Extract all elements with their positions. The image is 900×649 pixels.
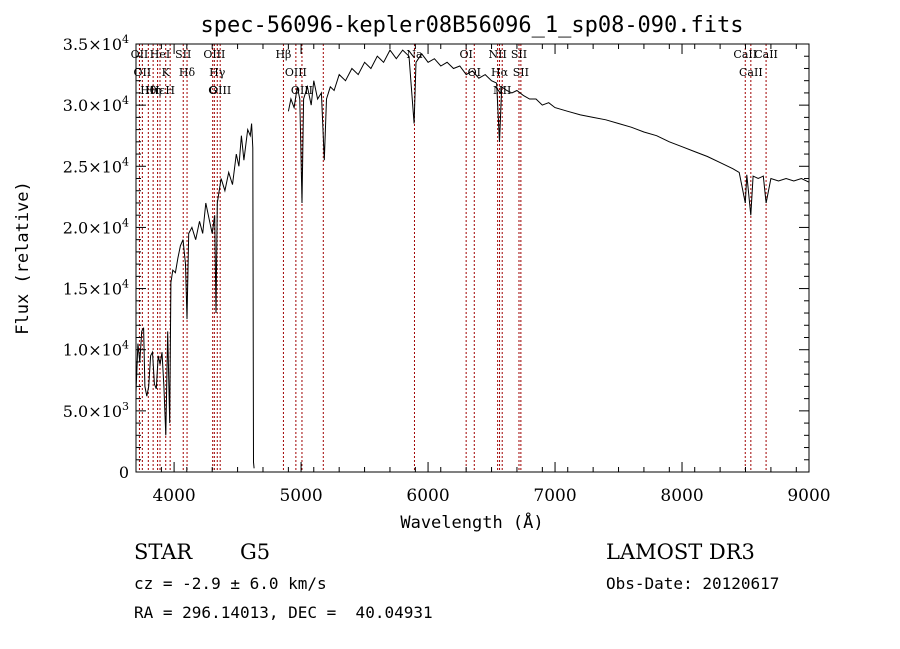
spectral-line-labels: OIIOIIHθHηHεHeIKHSIIHδOIIIHγOIIIGHβOIIIO… xyxy=(131,48,778,97)
line-label: CaII xyxy=(754,48,778,61)
y-tick-label: 0 xyxy=(119,463,129,482)
x-tick-label: 9000 xyxy=(787,486,830,506)
line-label: Hε xyxy=(150,84,166,97)
line-label: Hβ xyxy=(275,48,291,61)
line-label: OI xyxy=(459,48,472,61)
object-class: STAR xyxy=(134,540,193,564)
line-label: G xyxy=(208,84,217,97)
line-label: Hη xyxy=(145,84,161,97)
line-label: Hγ xyxy=(209,66,226,79)
y-tick-label: 3.0×104 xyxy=(63,94,129,115)
spectrum-line-1 xyxy=(287,49,810,216)
redshift-readout: cz = -2.9 ± 6.0 km/s xyxy=(134,574,327,593)
line-label: Hθ xyxy=(140,84,157,97)
y-tick-label: 2.0×104 xyxy=(63,216,129,237)
chart-title: spec-56096-kepler08B56096_1_sp08-090.fit… xyxy=(200,13,743,38)
y-tick-label: 2.5×104 xyxy=(63,155,129,176)
object-subclass: G5 xyxy=(240,540,271,564)
line-label: SII xyxy=(175,48,191,61)
x-axis: 4000 5000 6000 7000 8000 9000 xyxy=(135,44,831,506)
survey-name: LAMOST DR3 xyxy=(606,540,755,564)
line-label: HeI xyxy=(150,48,170,61)
line-label: SII xyxy=(513,66,529,79)
x-tick-label: 6000 xyxy=(406,486,449,506)
y-axis: 0 5.0×103 1.0×104 1.5×104 2.0×104 2.5×104 3.0×… xyxy=(63,33,809,482)
spectrum-series xyxy=(135,49,810,469)
line-label: CaII xyxy=(733,48,757,61)
x-tick-label: 8000 xyxy=(660,486,703,506)
line-label: H xyxy=(165,84,175,97)
line-label: NII xyxy=(488,48,506,61)
y-tick-label: 1.5×104 xyxy=(63,278,129,299)
x-tick-label: 7000 xyxy=(533,486,576,506)
x-tick-label: 5000 xyxy=(279,486,322,506)
line-label: OIII xyxy=(291,84,313,97)
y-tick-label: 5.0×103 xyxy=(63,400,129,421)
spectral-line-markers xyxy=(138,44,767,472)
line-label: SII xyxy=(511,48,527,61)
observation-date: Obs-Date: 20120617 xyxy=(606,574,780,593)
line-label: NII xyxy=(493,84,511,97)
y-tick-label: 3.5×104 xyxy=(63,33,129,54)
y-tick-label: 1.0×104 xyxy=(63,339,129,360)
coordinates-readout: RA = 296.14013, DEC = 40.04931 xyxy=(134,603,433,622)
plot-frame xyxy=(135,43,810,473)
line-label: OIII xyxy=(285,66,307,79)
line-label: K xyxy=(162,66,171,79)
line-label: Hδ xyxy=(179,66,196,79)
line-label: OII xyxy=(133,66,151,79)
x-tick-label: 4000 xyxy=(152,486,195,506)
line-label: OIII xyxy=(209,84,231,97)
line-label: OII xyxy=(131,48,149,61)
line-label: Hα xyxy=(491,66,509,79)
line-label: CaII xyxy=(739,66,763,79)
y-axis-label: Flux (relative) xyxy=(13,181,33,335)
spectrum-line-0 xyxy=(135,123,255,469)
x-axis-label: Wavelength (Å) xyxy=(400,511,543,533)
line-label: OIII xyxy=(203,48,225,61)
